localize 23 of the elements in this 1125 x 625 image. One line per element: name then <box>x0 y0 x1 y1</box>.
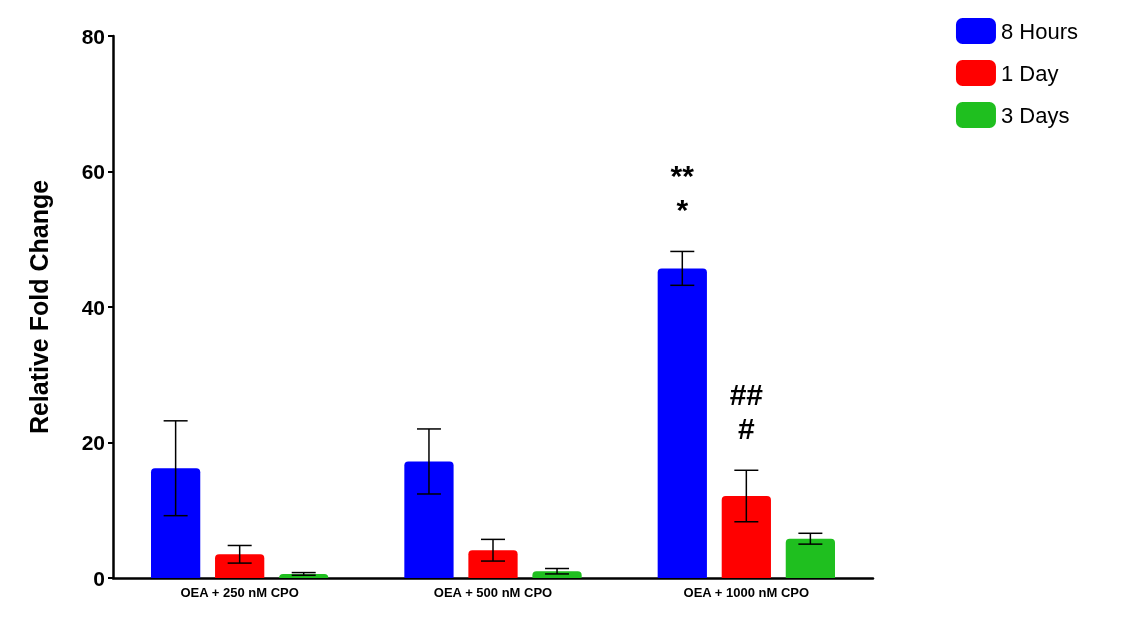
bar <box>215 554 265 578</box>
bar <box>721 496 771 578</box>
legend-label: 8 Hours <box>1000 18 1079 44</box>
annotation: ## <box>729 377 764 411</box>
y-tick-label: 40 <box>81 295 105 319</box>
y-tick-label: 0 <box>93 566 105 590</box>
bar <box>404 461 454 578</box>
bar <box>657 268 707 578</box>
y-tick-label: 60 <box>81 160 105 183</box>
x-tick-label: OEA + 250 nM CPO <box>180 585 299 600</box>
y-tick-label: 80 <box>81 24 105 48</box>
x-tick-label: OEA + 1000 nM CPO <box>683 585 810 600</box>
annotation: ** <box>670 158 695 192</box>
bar <box>468 550 518 578</box>
bar <box>785 538 835 578</box>
bar <box>151 468 201 578</box>
y-tick-label: 20 <box>81 431 105 454</box>
x-tick-label: OEA + 500 nM CPO <box>433 585 553 600</box>
y-axis-title: Relative Fold Change <box>24 179 53 435</box>
annotation: # <box>737 411 755 445</box>
legend-label: 3 Days <box>1000 102 1070 128</box>
legend-label: 1 Day <box>1000 60 1059 86</box>
annotation: * <box>676 192 689 226</box>
